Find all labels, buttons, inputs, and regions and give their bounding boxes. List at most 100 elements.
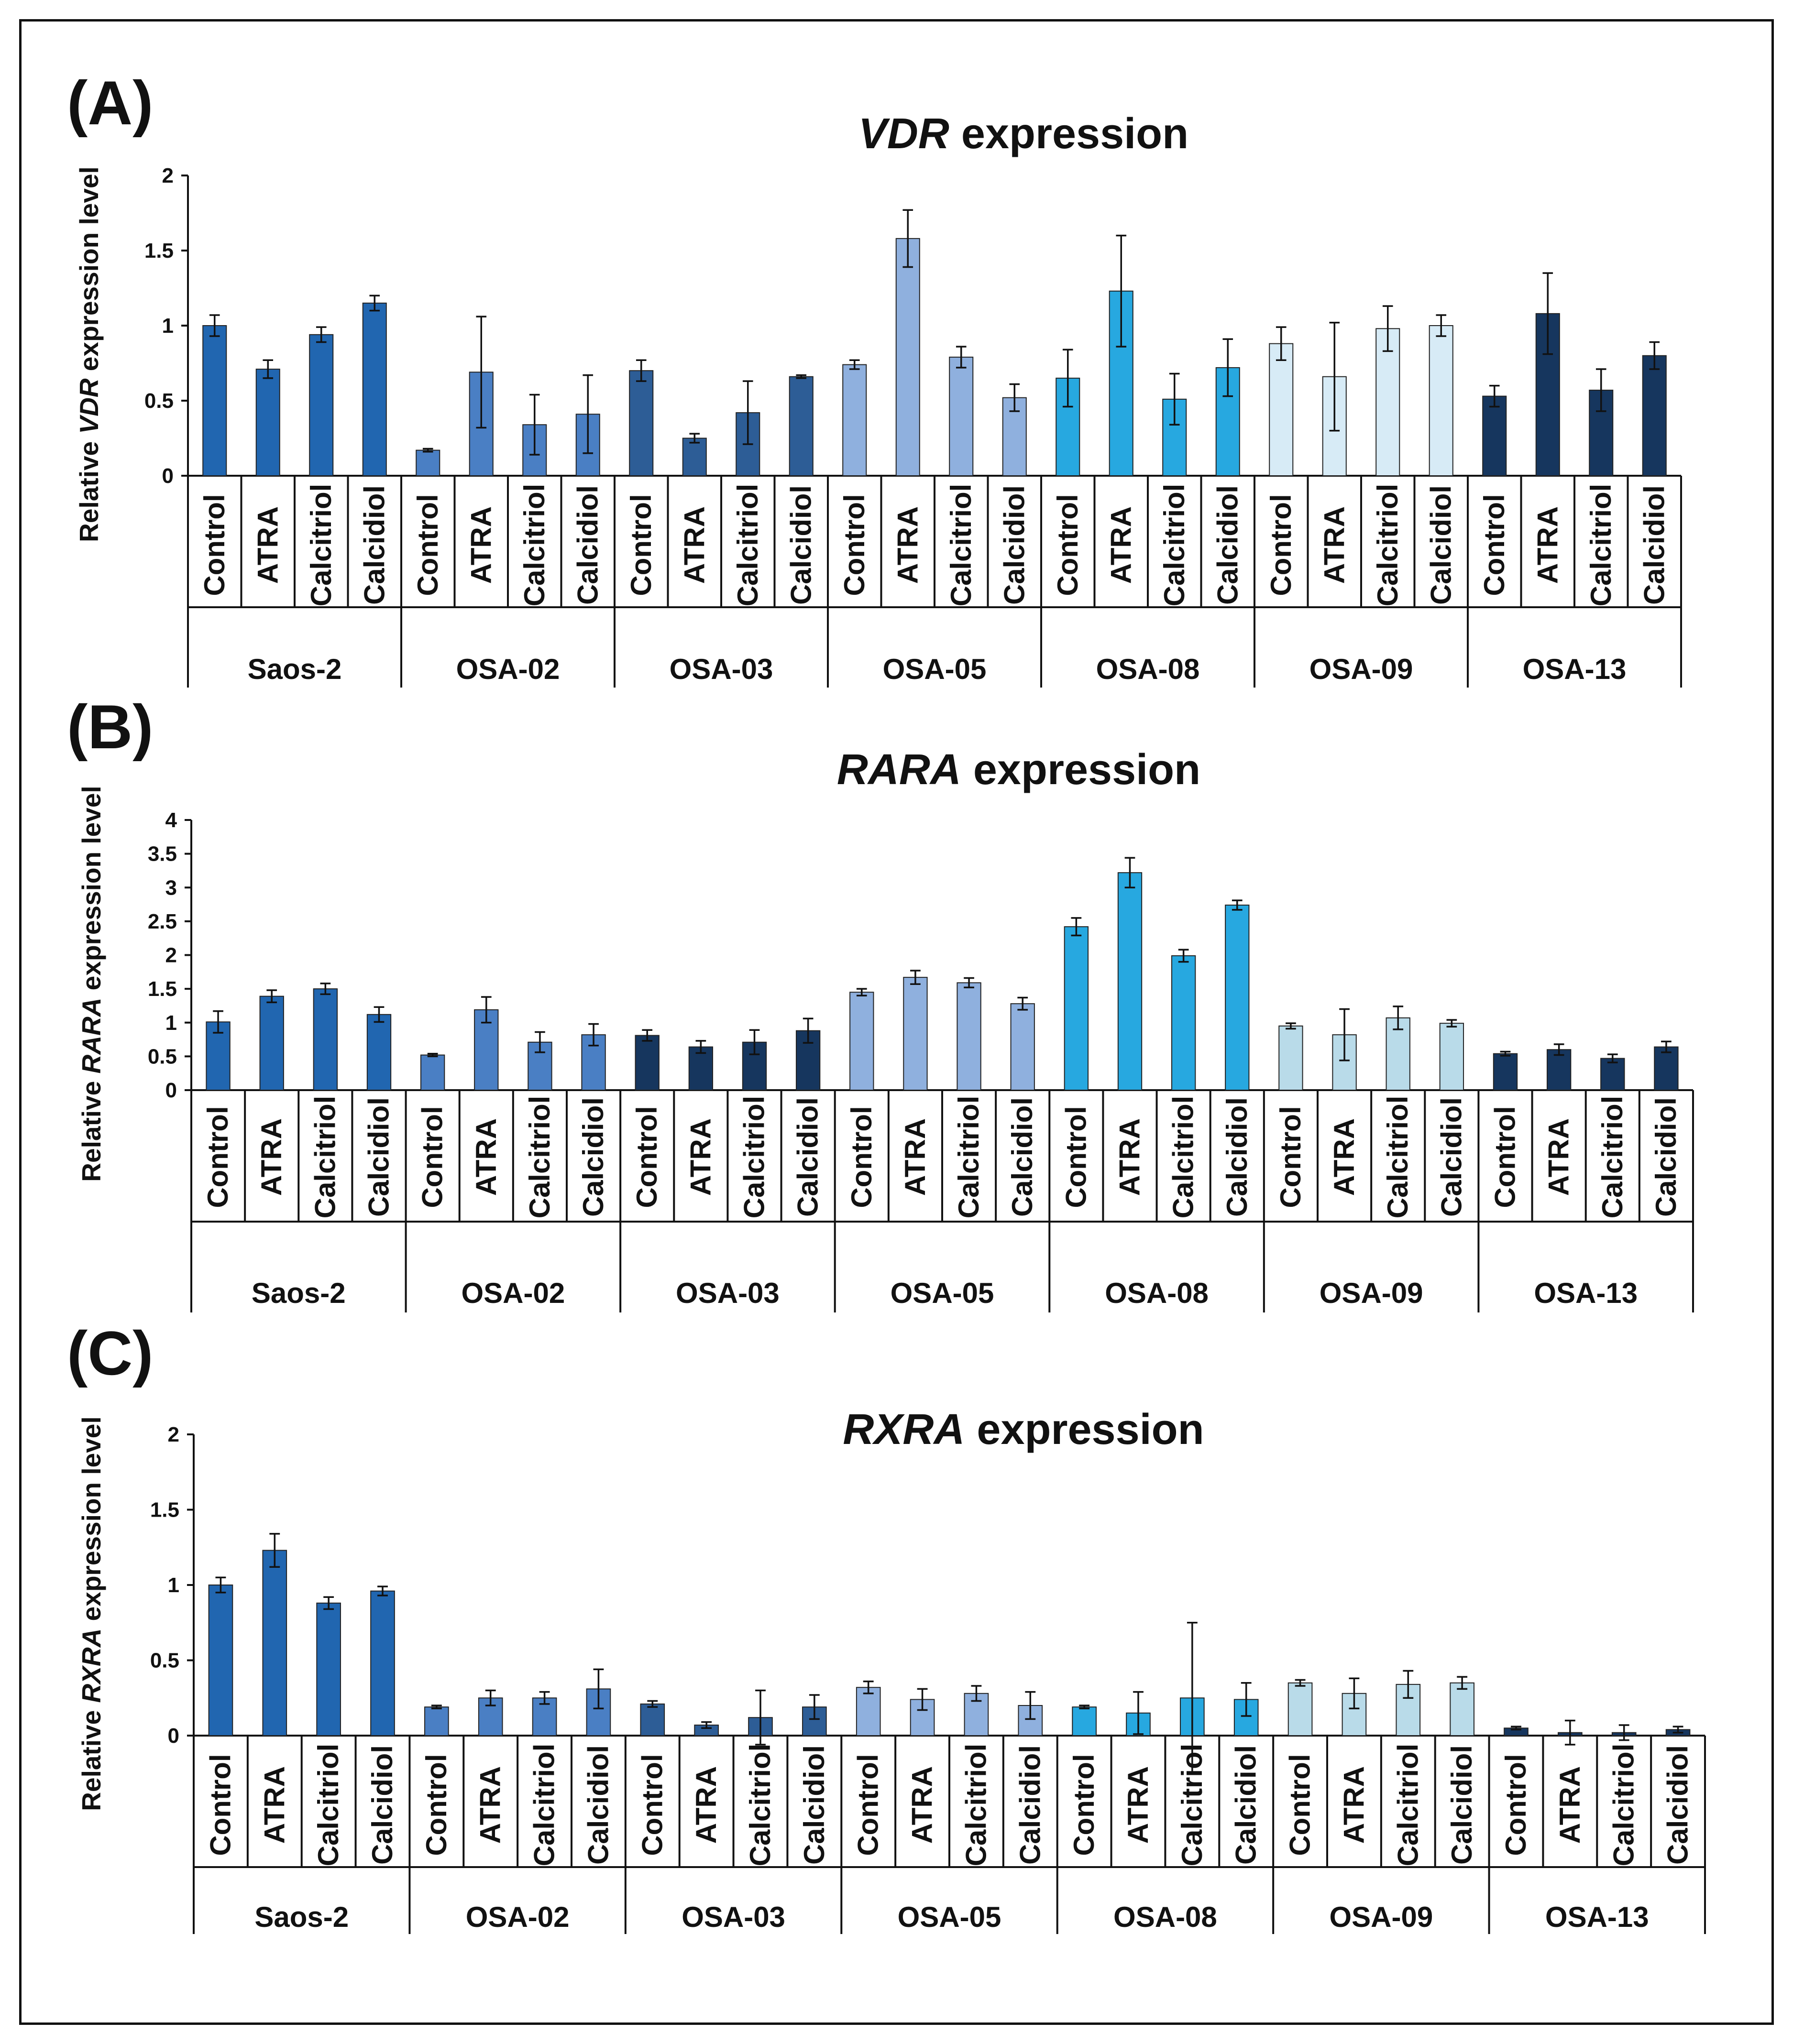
bar-osa-13-calcitriol — [1600, 1058, 1625, 1091]
category-label: Control — [1284, 1754, 1316, 1856]
category-label: Calcitriol — [1372, 484, 1404, 607]
panel-letter: (C) — [67, 1318, 153, 1388]
group-label: Saos-2 — [252, 1277, 346, 1309]
y-tick-label: 3 — [165, 876, 177, 899]
error-bar — [863, 1680, 874, 1694]
chart-title: RXRA expression — [843, 1406, 1204, 1454]
y-label-gene: RXRA — [77, 1629, 106, 1703]
group-label: Saos-2 — [254, 1901, 349, 1933]
error-bar — [1241, 1682, 1252, 1717]
bar-osa-08-calcitriol — [1171, 955, 1196, 1091]
error-bar — [1500, 1050, 1511, 1057]
y-label-prefix: Relative — [74, 434, 104, 542]
group-label: OSA-03 — [676, 1277, 780, 1309]
error-bar — [642, 1029, 653, 1042]
category-label: ATRA — [1338, 1766, 1370, 1844]
group-label: OSA-03 — [682, 1901, 785, 1933]
y-tick-label: 0.5 — [144, 389, 174, 413]
error-bar — [316, 326, 327, 343]
group-label: OSA-05 — [891, 1277, 994, 1309]
category-label: Calcidiol — [366, 1745, 398, 1865]
bar-osa-08-calcidiol — [1225, 904, 1250, 1091]
bar-osa-05-calcitriol — [949, 356, 974, 476]
y-tick-label: 2 — [162, 164, 174, 187]
category-label: ATRA — [474, 1766, 506, 1844]
bar-osa-09-control — [1269, 343, 1294, 476]
error-bar — [1595, 368, 1606, 412]
group-label: OSA-13 — [1534, 1277, 1638, 1309]
group-label: OSA-09 — [1329, 1901, 1433, 1933]
category-label: Calcidiol — [582, 1745, 614, 1865]
error-bar — [1553, 1043, 1564, 1056]
group-label: OSA-02 — [466, 1901, 570, 1933]
bar-saos-2-atra — [255, 369, 280, 476]
category-label: Calcitriol — [945, 484, 977, 607]
bar-osa-09-control — [1278, 1025, 1303, 1091]
category-label: Calcidiol — [1446, 1745, 1478, 1865]
category-label: ATRA — [1531, 506, 1563, 584]
error-bar — [1382, 305, 1393, 352]
y-tick-label: 0 — [168, 1724, 179, 1748]
error-bar — [320, 983, 331, 995]
category-label: Control — [417, 1106, 449, 1208]
bar-osa-13-calcidiol — [1654, 1046, 1679, 1091]
chart-title: VDR expression — [858, 110, 1188, 158]
bar-osa-02-calcidiol — [586, 1688, 611, 1737]
error-bar — [803, 1017, 814, 1044]
bar-osa-09-calcitriol — [1375, 328, 1400, 477]
error-bar — [427, 1052, 438, 1058]
category-label: ATRA — [465, 506, 497, 584]
bar-osa-05-calcitriol — [957, 982, 981, 1091]
category-label: ATRA — [1328, 1118, 1360, 1196]
bar-osa-05-control — [856, 1687, 881, 1736]
bar-saos-2-control — [202, 325, 227, 476]
category-label: Control — [852, 1754, 884, 1856]
error-bar — [695, 1040, 706, 1054]
y-tick-label: 2.5 — [148, 910, 177, 933]
error-bar — [956, 346, 967, 369]
y-tick-label: 3.5 — [148, 842, 177, 866]
category-label: Control — [204, 1754, 236, 1856]
category-label: Control — [1500, 1754, 1532, 1856]
bar-osa-03-calcidiol — [789, 376, 814, 477]
y-tick-label: 1.5 — [148, 977, 177, 1001]
bar-osa-08-atra — [1117, 872, 1143, 1091]
y-tick-label: 1 — [162, 314, 174, 338]
panel-letter: (B) — [67, 692, 153, 762]
category-label: Control — [202, 1106, 234, 1208]
category-label: ATRA — [1122, 1766, 1154, 1844]
panel-letter: (A) — [67, 68, 153, 138]
category-label: Calcitriol — [1176, 1744, 1208, 1867]
category-label: ATRA — [1114, 1118, 1146, 1196]
chart-title-rest: expression — [965, 1406, 1204, 1454]
category-label: Control — [1275, 1106, 1307, 1208]
error-bar — [1009, 383, 1020, 412]
error-bar — [593, 1668, 604, 1710]
error-bar — [422, 448, 433, 453]
error-bar — [535, 1031, 545, 1053]
error-bar — [431, 1705, 442, 1710]
error-bar — [1542, 272, 1553, 355]
y-tick-label: 2 — [165, 944, 177, 967]
error-bar — [1607, 1053, 1618, 1063]
error-bar — [1116, 234, 1127, 348]
error-bar — [809, 1694, 820, 1720]
category-label: Calcidiol — [1650, 1097, 1682, 1217]
category-label: ATRA — [906, 1766, 938, 1844]
error-bar — [269, 1533, 280, 1568]
category-label: Calcidiol — [1425, 485, 1457, 605]
category-label: ATRA — [258, 1766, 290, 1844]
bar-osa-13-control — [1482, 395, 1507, 477]
y-axis-label: Relative VDR expression level — [74, 166, 104, 542]
group-label: OSA-08 — [1105, 1277, 1209, 1309]
category-label: Control — [636, 1754, 668, 1856]
y-label-suffix: expression level — [77, 786, 106, 997]
category-label: Calcitriol — [1158, 484, 1190, 607]
bar-osa-05-calcidiol — [1010, 1003, 1035, 1091]
error-bar — [1436, 314, 1447, 337]
y-label-gene: RARA — [77, 998, 106, 1074]
error-bar — [266, 989, 277, 1004]
category-label: ATRA — [1543, 1118, 1575, 1196]
category-label: Control — [1478, 494, 1510, 596]
